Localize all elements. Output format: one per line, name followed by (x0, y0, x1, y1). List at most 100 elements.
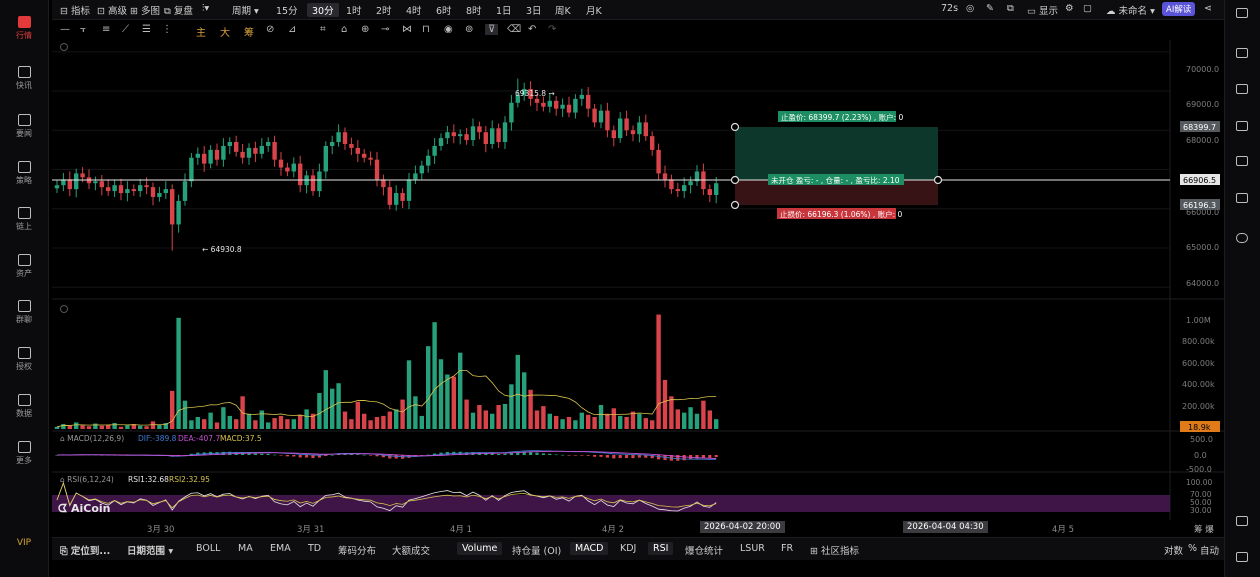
interval-1h[interactable]: 1时 (346, 6, 362, 17)
sidebar-item-chat[interactable]: 群聊 (0, 300, 48, 325)
log-scale-toggle[interactable]: 对数 (1164, 546, 1184, 557)
locate-button[interactable]: ⎘ 定位到... (60, 546, 111, 557)
eye-icon[interactable]: ◉ (444, 24, 453, 35)
crop-icon[interactable]: ⌗ (320, 24, 326, 35)
interval-month[interactable]: 月K (586, 6, 602, 17)
interval-6h[interactable]: 6时 (436, 6, 452, 17)
edit-icon[interactable]: ✎ (986, 3, 994, 14)
indicator-liquidation[interactable]: 爆仓统计 (685, 546, 724, 557)
entry-handle[interactable] (730, 175, 740, 185)
macd-bar (714, 455, 718, 458)
robot-icon[interactable] (1236, 193, 1248, 203)
interval-2h[interactable]: 2时 (376, 6, 392, 17)
display-button[interactable]: ▭ 显示 (1027, 6, 1059, 17)
fib-tool-icon[interactable]: ☰ (142, 24, 151, 35)
sidebar-item-assets[interactable]: 资产 (0, 254, 48, 279)
multi-chart-button[interactable]: ⊞ 多图 (130, 6, 160, 17)
indicator-button[interactable]: ⊟ 指标 (60, 6, 90, 17)
undo-icon[interactable]: ↶ (528, 24, 537, 35)
chart-type-button[interactable]: ⫶▾ (202, 3, 210, 14)
interval-week[interactable]: 周K (555, 6, 571, 17)
interval-4h[interactable]: 4时 (406, 6, 422, 17)
sidebar-item-market[interactable]: 行情 (0, 14, 48, 41)
zoom-icon[interactable]: ⊕ (361, 24, 370, 35)
sidebar-item-onchain[interactable]: 链上 (0, 207, 48, 232)
chip-toggle[interactable]: 筹 (244, 28, 254, 39)
pen-tool-icon[interactable]: ⟋ (122, 24, 129, 35)
tp-handle[interactable] (730, 122, 740, 132)
sidebar-item-more[interactable]: 更多 (0, 441, 48, 466)
auto-scale-toggle[interactable]: 自动 (1200, 546, 1220, 557)
indicator-big-trades[interactable]: 大额成交 (392, 546, 431, 557)
community-indicators[interactable]: ⊞ 社区指标 (810, 546, 859, 557)
sl-handle[interactable] (730, 200, 740, 210)
indicator-macd[interactable]: MACD (570, 542, 609, 555)
calculator-icon[interactable] (1236, 516, 1248, 526)
indicator-fr[interactable]: FR (781, 543, 794, 554)
indicator-ma[interactable]: MA (238, 543, 253, 554)
indicator-kdj[interactable]: KDJ (620, 543, 637, 554)
range-end-handle[interactable] (933, 175, 943, 185)
indicator-lsur[interactable]: LSUR (740, 543, 765, 554)
advanced-button[interactable]: ⊡ 高级 (97, 6, 127, 17)
big-trade-toggle[interactable]: 大 (220, 28, 230, 39)
sidebar-item-headline[interactable]: 要闻 (0, 114, 48, 139)
indicator-oi[interactable]: 持仓量 (OI) (512, 546, 562, 557)
indicator-rsi[interactable]: RSI (648, 542, 674, 555)
main-chart-toggle[interactable]: 主 (196, 28, 206, 39)
indicator-td[interactable]: TD (308, 543, 322, 554)
take-profit-zone[interactable] (735, 127, 938, 180)
indicator-ema[interactable]: EMA (270, 543, 291, 554)
redo-icon[interactable]: ↷ (548, 24, 557, 35)
main-panel-settings-icon[interactable] (60, 43, 68, 51)
replay-button[interactable]: ⧉ 复盘 (164, 6, 193, 17)
line-tool-icon[interactable]: — (60, 24, 70, 35)
orderbook-icon[interactable] (1236, 48, 1248, 58)
interval-8h[interactable]: 8时 (466, 6, 482, 17)
vip-link[interactable]: VIP (16, 538, 32, 548)
compass-icon[interactable] (1236, 233, 1248, 243)
camera-icon[interactable]: ◎ (966, 3, 975, 14)
chart-area[interactable]: 70000.0 69000.0 68000.0 66000.0 65000.0 … (52, 40, 1224, 520)
magnet-icon[interactable]: ⊚ (465, 24, 474, 35)
indicator-boll[interactable]: BOLL (196, 543, 221, 554)
hline-tool-icon[interactable]: ⫟ (80, 24, 87, 35)
pattern-icon[interactable]: ⊘ (266, 24, 275, 35)
candle-body (317, 171, 322, 192)
more-tools-icon[interactable]: ⋮ (162, 24, 172, 35)
interval-1d[interactable]: 1日 (496, 6, 512, 17)
watchlist-icon[interactable] (1236, 8, 1248, 18)
date-range-dropdown[interactable]: 日期范围 ▾ (127, 546, 174, 557)
filter-icon[interactable]: ⊽ (485, 24, 499, 35)
sidebar-item-data[interactable]: 数据 (0, 394, 48, 419)
layout-icon[interactable]: ▢ (1083, 3, 1092, 14)
trash-icon[interactable]: ⌫ (507, 24, 522, 35)
interval-15m[interactable]: 15分 (276, 6, 298, 17)
trades-icon[interactable] (1236, 121, 1248, 131)
lock-icon[interactable]: ⊓ (422, 24, 430, 35)
interval-30m[interactable]: 30分 (307, 3, 339, 17)
period-dropdown[interactable]: 周期 ▾ (232, 6, 259, 17)
ruler-icon[interactable]: ⊿ (288, 24, 297, 35)
sidebar-item-auth[interactable]: 授权 (0, 347, 48, 372)
layers-icon[interactable] (1236, 156, 1248, 166)
depth-chart-icon[interactable] (1236, 84, 1248, 94)
interval-3d[interactable]: 3日 (526, 6, 542, 17)
layout-name-dropdown[interactable]: ☁ 未命名 ▾ (1106, 6, 1155, 17)
tag-icon[interactable]: ⌂ (341, 24, 348, 35)
indicator-chip-distribution[interactable]: 筹码分布 (338, 546, 377, 557)
sidebar-item-strategy[interactable]: 策略 (0, 161, 48, 186)
node-icon[interactable]: ⋈ (402, 24, 412, 35)
measure-icon[interactable]: ⊸ (381, 24, 390, 35)
sidebar-item-news-flash[interactable]: 快讯 (0, 66, 48, 91)
parallel-tool-icon[interactable]: ≡ (102, 24, 111, 35)
ai-interpret-button[interactable]: AI解读 (1162, 2, 1196, 16)
chip-liq-toggle[interactable]: 筹 爆 (1194, 525, 1214, 535)
copy-icon[interactable]: ⧉ (1007, 3, 1014, 14)
trade-panel-icon[interactable] (1236, 552, 1248, 562)
percent-scale-toggle[interactable]: % (1188, 543, 1198, 554)
volume-panel-settings-icon[interactable] (60, 305, 68, 313)
indicator-volume[interactable]: Volume (457, 542, 503, 555)
settings-icon[interactable]: ⚙ (1065, 3, 1074, 14)
share-icon[interactable]: ⋖ (1204, 3, 1212, 14)
